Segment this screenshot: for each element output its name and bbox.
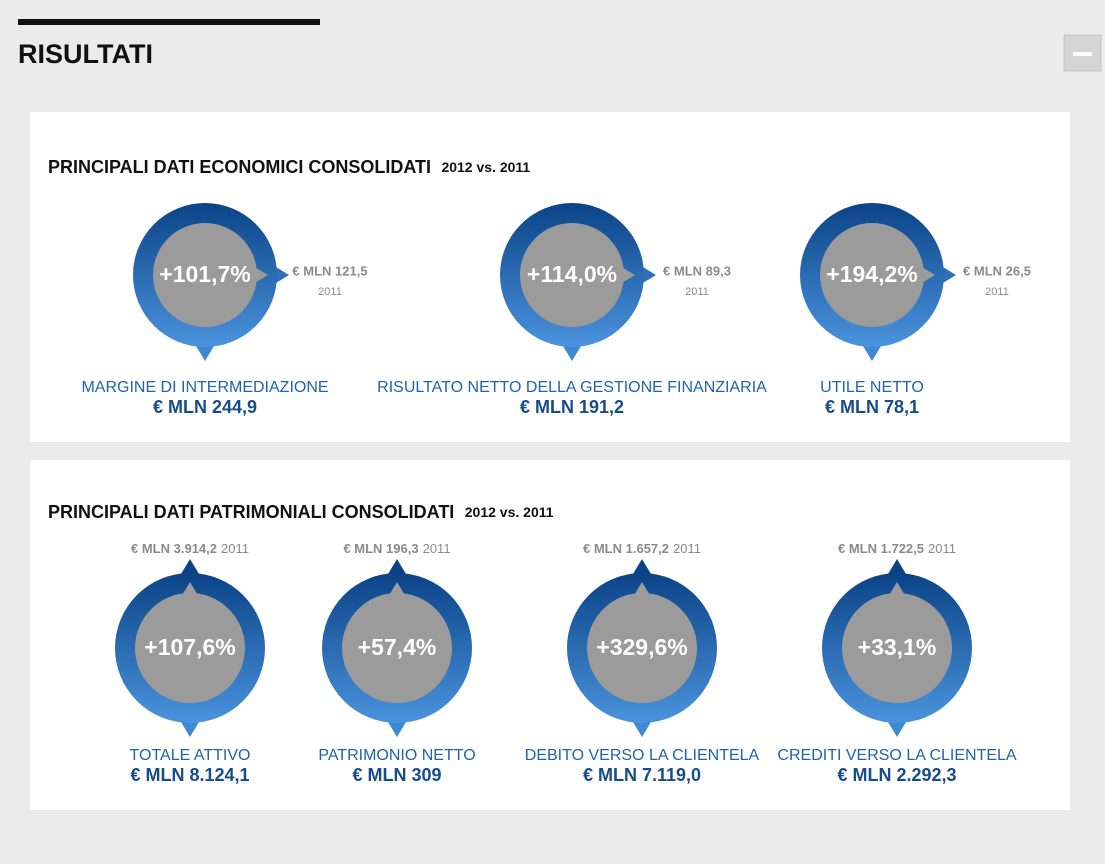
- previous: € MLN 196,3 2011: [343, 541, 450, 556]
- inner-circle: [153, 223, 257, 327]
- previous-value: € MLN 3.914,2: [131, 541, 217, 556]
- previous-value: € MLN 26,5: [963, 263, 1031, 278]
- previous-value: € MLN 89,3: [663, 263, 731, 278]
- previous-value: € MLN 1.657,2: [583, 541, 669, 556]
- item-value: € MLN 244,9: [153, 397, 257, 417]
- inner-circle: [520, 223, 624, 327]
- previous-value: € MLN 121,5: [292, 263, 367, 278]
- inner-circle: [342, 593, 452, 703]
- inner-pointer: [888, 582, 906, 597]
- section-subtitle: 2012 vs. 2011: [441, 159, 530, 175]
- item-label: CREDITI VERSO LA CLIENTELA: [777, 747, 1017, 764]
- previous: € MLN 3.914,2 2011: [131, 541, 249, 556]
- item-label: MARGINE DI INTERMEDIAZIONE: [81, 379, 328, 396]
- previous: € MLN 1.657,2 2011: [583, 541, 701, 556]
- section-title-text: PRINCIPALI DATI PATRIMONIALI CONSOLIDATI: [48, 502, 454, 522]
- inner-circle: [842, 593, 952, 703]
- previous-year: 2011: [928, 541, 956, 556]
- previous-year: 2011: [318, 286, 342, 298]
- item-label: UTILE NETTO: [820, 379, 924, 396]
- inner-pointer: [388, 582, 406, 597]
- change: +114,0%: [527, 261, 617, 287]
- item-value: € MLN 7.119,0: [583, 765, 701, 785]
- item-label: PATRIMONIO NETTO: [318, 747, 475, 764]
- previous-year: 2011: [673, 541, 701, 556]
- item-value: € MLN 2.292,3: [837, 765, 956, 785]
- change: +57,4%: [358, 634, 437, 660]
- change: +329,6%: [596, 634, 687, 660]
- item-value: € MLN 8.124,1: [130, 765, 249, 785]
- inner-pointer: [920, 266, 935, 284]
- change: +107,6%: [144, 634, 235, 660]
- item-label: RISULTATO NETTO DELLA GESTIONE FINANZIAR…: [377, 379, 767, 396]
- inner-pointer: [620, 266, 635, 284]
- page-title: RISULTATI: [18, 39, 153, 69]
- change: +33,1%: [858, 634, 937, 660]
- change: +194,2%: [826, 261, 917, 287]
- item-value: € MLN 309: [352, 765, 441, 785]
- previous-year: 2011: [423, 541, 451, 556]
- section-subtitle: 2012 vs. 2011: [465, 504, 554, 520]
- inner-circle: [135, 593, 245, 703]
- previous-year: 2011: [685, 286, 709, 298]
- item-value: € MLN 78,1: [825, 397, 919, 417]
- section-title-text: PRINCIPALI DATI ECONOMICI CONSOLIDATI: [48, 157, 431, 177]
- previous-year: 2011: [221, 541, 249, 556]
- section-title: PRINCIPALI DATI ECONOMICI CONSOLIDATI 20…: [48, 157, 530, 177]
- previous: € MLN 1.722,5 2011: [838, 541, 956, 556]
- previous-value: € MLN 1.722,5: [838, 541, 924, 556]
- inner-circle: [820, 223, 924, 327]
- section-title: PRINCIPALI DATI PATRIMONIALI CONSOLIDATI…: [48, 502, 554, 522]
- item-label: TOTALE ATTIVO: [130, 747, 251, 764]
- inner-pointer: [633, 582, 651, 597]
- title-bar: [18, 19, 320, 25]
- item-value: € MLN 191,2: [520, 397, 624, 417]
- change: +101,7%: [159, 261, 250, 287]
- inner-circle: [587, 593, 697, 703]
- previous-value: € MLN 196,3: [343, 541, 418, 556]
- previous-year: 2011: [985, 286, 1009, 298]
- inner-pointer: [253, 266, 268, 284]
- inner-pointer: [181, 582, 199, 597]
- collapse-button[interactable]: [1063, 34, 1102, 72]
- item-label: DEBITO VERSO LA CLIENTELA: [525, 747, 760, 764]
